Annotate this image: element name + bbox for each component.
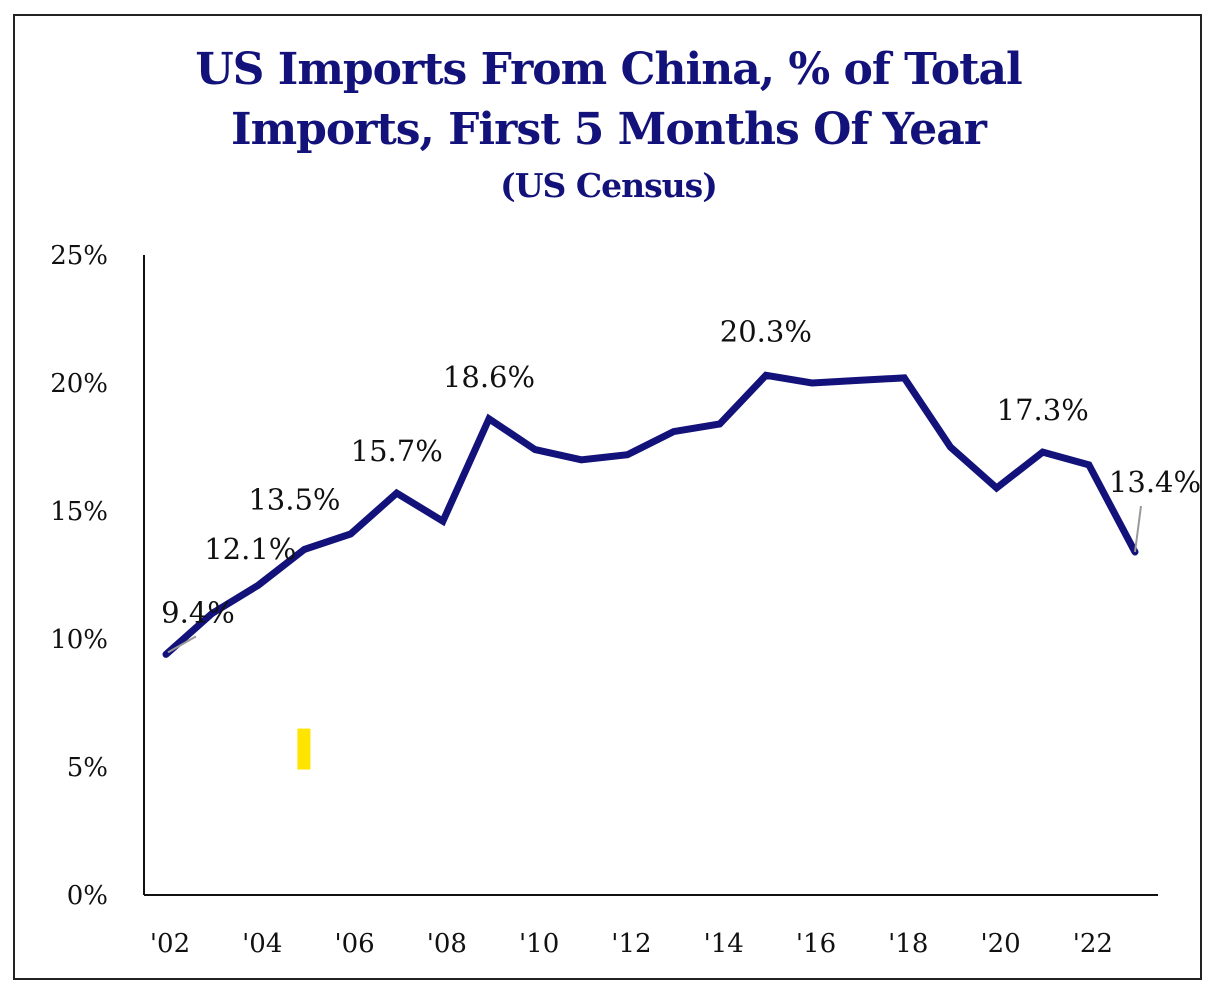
series-line: [162, 371, 1139, 658]
x-tick-label: '20: [980, 929, 1020, 959]
y-tick-label: 25%: [50, 241, 108, 271]
label-leader-line: [1134, 505, 1142, 553]
x-tick-label: '02: [150, 929, 190, 959]
y-tick-label: 20%: [50, 369, 108, 399]
data-label: 13.5%: [248, 482, 340, 516]
chart-subtitle: (US Census): [500, 166, 718, 205]
data-label: 13.4%: [1109, 465, 1201, 499]
data-label: 17.3%: [997, 393, 1089, 427]
y-tick-label: 0%: [67, 881, 108, 911]
x-tick-label: '22: [1073, 929, 1113, 959]
x-tick-label: '18: [888, 929, 928, 959]
data-label: 18.6%: [443, 360, 535, 394]
x-tick-label: '04: [242, 929, 282, 959]
chart-frame: [13, 14, 1202, 980]
x-tick-label: '10: [519, 929, 559, 959]
x-tick-label: '06: [334, 929, 374, 959]
x-tick-label: '08: [427, 929, 467, 959]
y-tick-label: 15%: [50, 497, 108, 527]
data-label: 20.3%: [720, 314, 812, 348]
label-leader-line: [167, 635, 197, 654]
y-tick-label: 10%: [50, 625, 108, 655]
y-tick-label: 5%: [67, 753, 108, 783]
x-tick-label: '12: [611, 929, 651, 959]
chart-title-line-2: Imports, First 5 Months Of Year: [231, 104, 987, 155]
highlight-marker: [297, 728, 311, 770]
x-tick-label: '14: [704, 929, 744, 959]
x-tick-label: '16: [796, 929, 836, 959]
chart-title-line-1: US Imports From China, % of Total: [195, 44, 1022, 95]
data-label: 12.1%: [204, 532, 296, 566]
data-label: 9.4%: [161, 595, 235, 629]
data-label: 15.7%: [351, 434, 443, 468]
